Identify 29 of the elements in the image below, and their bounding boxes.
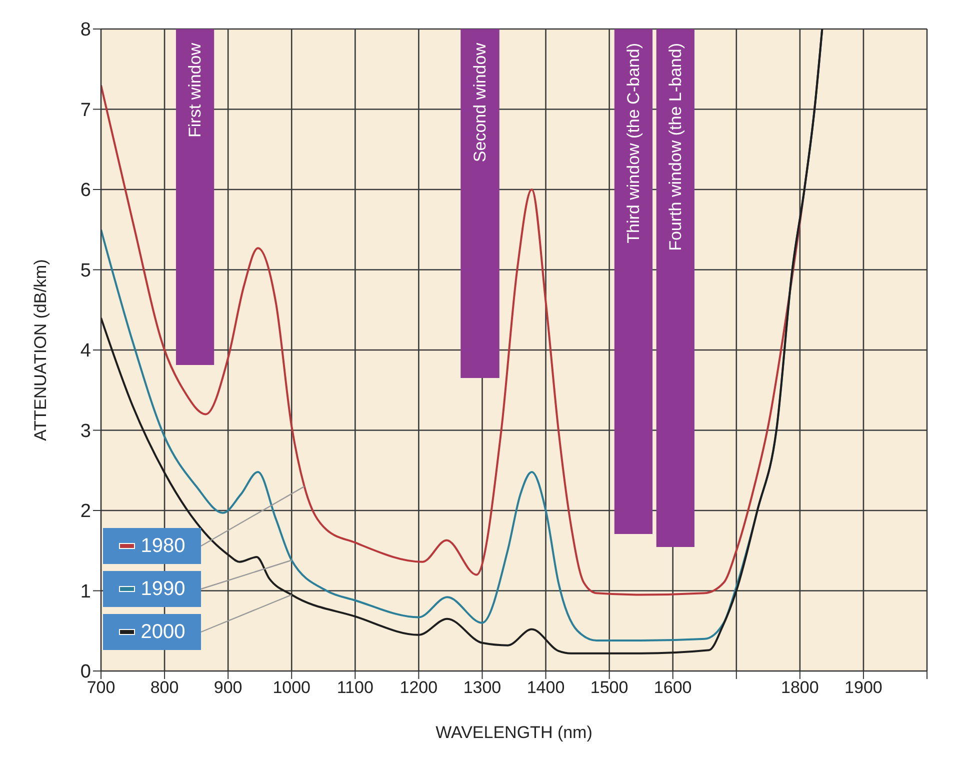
x-tick-label: 1800 [781, 678, 819, 698]
band-label: Fourth window (the L-band) [666, 43, 685, 251]
band-label: Third window (the C-band) [624, 43, 643, 244]
y-tick-label: 4 [80, 340, 92, 362]
y-tick-label: 7 [80, 100, 91, 121]
x-tick-label: 1200 [400, 678, 438, 698]
x-tick-label: 700 [86, 678, 116, 698]
y-tick-label: 2 [80, 501, 91, 522]
legend-label: 2000 [140, 620, 186, 644]
x-tick-label: 1500 [590, 678, 628, 698]
x-tick-label: 1100 [336, 678, 374, 698]
y-tick-label: 8 [80, 20, 91, 41]
x-tick-label: 1300 [463, 678, 502, 698]
x-tick-label: 900 [214, 678, 242, 698]
y-tick-label: 1 [80, 581, 91, 602]
y-tick-label: 5 [80, 260, 91, 282]
x-tick-label: 800 [150, 678, 179, 698]
x-axis-title: WAVELENGTH (nm) [436, 723, 592, 742]
legend-label: 1980 [140, 534, 186, 558]
y-tick-label: 6 [80, 180, 91, 202]
x-tick-label: 1900 [844, 678, 882, 698]
y-axis-title: ATTENUATION (dB/km) [31, 259, 50, 441]
legend-label: 1990 [140, 578, 186, 600]
x-tick-label: 1000 [272, 678, 311, 698]
x-tick-label: 1400 [526, 678, 565, 698]
band-label: First window [186, 42, 205, 138]
y-tick-label: 3 [80, 420, 91, 442]
band-label: Second window [470, 42, 490, 162]
x-tick-label: 1600 [654, 678, 692, 698]
